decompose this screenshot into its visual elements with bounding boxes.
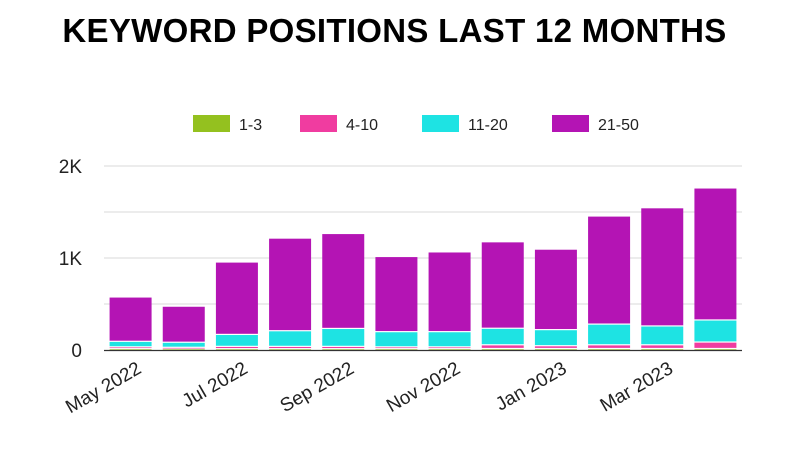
- bar-segment-21-50: [109, 297, 152, 341]
- bar-segment-1-3: [588, 349, 631, 350]
- bar-segment-1-3: [481, 349, 524, 350]
- chart-legend: 1-3 4-10 11-20 21-50: [193, 115, 639, 134]
- bar-segment-21-50: [428, 252, 471, 332]
- bar-segment-1-3: [428, 349, 471, 350]
- bar-segment-11-20: [215, 335, 258, 346]
- bar-segment-1-3: [269, 349, 312, 350]
- legend-swatch: [422, 115, 459, 132]
- bar-segment-11-20: [534, 330, 577, 346]
- bar-segment-21-50: [162, 306, 205, 342]
- bar-segment-1-3: [215, 349, 258, 350]
- bar-segment-11-20: [588, 324, 631, 345]
- legend-item-4-10: 4-10: [300, 115, 378, 134]
- bar-segment-4-10: [694, 342, 737, 348]
- bar-segment-4-10: [162, 347, 205, 349]
- bar-oct-2022: [375, 257, 418, 350]
- bar-may-2022: [109, 297, 152, 350]
- bar-segment-4-10: [109, 347, 152, 349]
- bar-segment-1-3: [162, 349, 205, 350]
- bar-segment-4-10: [534, 346, 577, 348]
- bar-segment-11-20: [428, 332, 471, 347]
- bar-mar-2023: [641, 208, 684, 350]
- legend-label: 1-3: [239, 117, 262, 134]
- bar-segment-11-20: [694, 320, 737, 342]
- bar-apr-2023: [694, 188, 737, 350]
- legend-label: 4-10: [346, 117, 378, 134]
- bar-sep-2022: [322, 234, 365, 350]
- bar-segment-11-20: [162, 342, 205, 347]
- bar-aug-2022: [269, 238, 312, 350]
- bar-segment-4-10: [375, 347, 418, 349]
- legend-swatch: [552, 115, 589, 132]
- bar-segment-21-50: [641, 208, 684, 326]
- bar-segment-4-10: [481, 345, 524, 348]
- bar-segment-1-3: [534, 349, 577, 350]
- bar-segment-21-50: [269, 238, 312, 331]
- legend-item-21-50: 21-50: [552, 115, 639, 134]
- chart-gridlines: [104, 165, 742, 305]
- y-tick-label: 2K: [59, 157, 83, 178]
- legend-item-11-20: 11-20: [422, 115, 508, 134]
- bar-segment-4-10: [428, 347, 471, 349]
- bar-segment-4-10: [322, 346, 365, 349]
- x-tick-label: Jan 2023: [492, 358, 570, 415]
- legend-swatch: [300, 115, 337, 132]
- x-tick-label: May 2022: [62, 358, 145, 418]
- bar-segment-11-20: [481, 328, 524, 345]
- bar-segment-21-50: [375, 257, 418, 332]
- bar-segment-11-20: [322, 329, 365, 346]
- y-tick-label: 0: [71, 341, 82, 362]
- chart-title: KEYWORD POSITIONS LAST 12 MONTHS: [62, 12, 727, 49]
- y-tick-label: 1K: [59, 249, 83, 270]
- bar-segment-1-3: [109, 349, 152, 350]
- bar-segment-21-50: [694, 188, 737, 320]
- legend-label: 11-20: [468, 117, 508, 134]
- bar-segment-21-50: [534, 249, 577, 330]
- bar-segment-11-20: [641, 326, 684, 345]
- bar-segment-21-50: [588, 216, 631, 324]
- bar-feb-2023: [588, 216, 631, 350]
- bar-segment-1-3: [322, 349, 365, 350]
- x-axis: May 2022 Jul 2022 Sep 2022 Nov 2022 Jan 2023…: [62, 349, 742, 418]
- y-axis: 0 1K 2K: [59, 157, 83, 362]
- bar-segment-1-3: [641, 349, 684, 350]
- legend-item-1-3: 1-3: [193, 115, 262, 134]
- chart-bars: [109, 188, 737, 350]
- bar-nov-2022: [428, 252, 471, 350]
- bar-dec-2022: [481, 242, 524, 350]
- bar-segment-21-50: [481, 242, 524, 328]
- bar-segment-11-20: [375, 332, 418, 347]
- bar-segment-21-50: [322, 234, 365, 328]
- bar-segment-21-50: [215, 262, 258, 334]
- bar-segment-1-3: [375, 349, 418, 350]
- bar-segment-4-10: [641, 345, 684, 348]
- bar-segment-1-3: [694, 349, 737, 350]
- bar-segment-4-10: [269, 346, 312, 349]
- bar-segment-11-20: [109, 341, 152, 347]
- bar-segment-4-10: [588, 345, 631, 348]
- x-tick-label: Sep 2022: [277, 358, 358, 417]
- bar-jun-2022: [162, 306, 205, 350]
- legend-swatch: [193, 115, 230, 132]
- x-tick-label: Mar 2023: [597, 358, 677, 416]
- bar-segment-4-10: [215, 346, 258, 349]
- bar-jan-2023: [534, 249, 577, 350]
- x-tick-label: Jul 2022: [179, 358, 252, 412]
- bar-jul-2022: [215, 262, 258, 350]
- x-tick-label: Nov 2022: [383, 358, 464, 417]
- legend-label: 21-50: [598, 117, 639, 134]
- bar-segment-11-20: [269, 331, 312, 346]
